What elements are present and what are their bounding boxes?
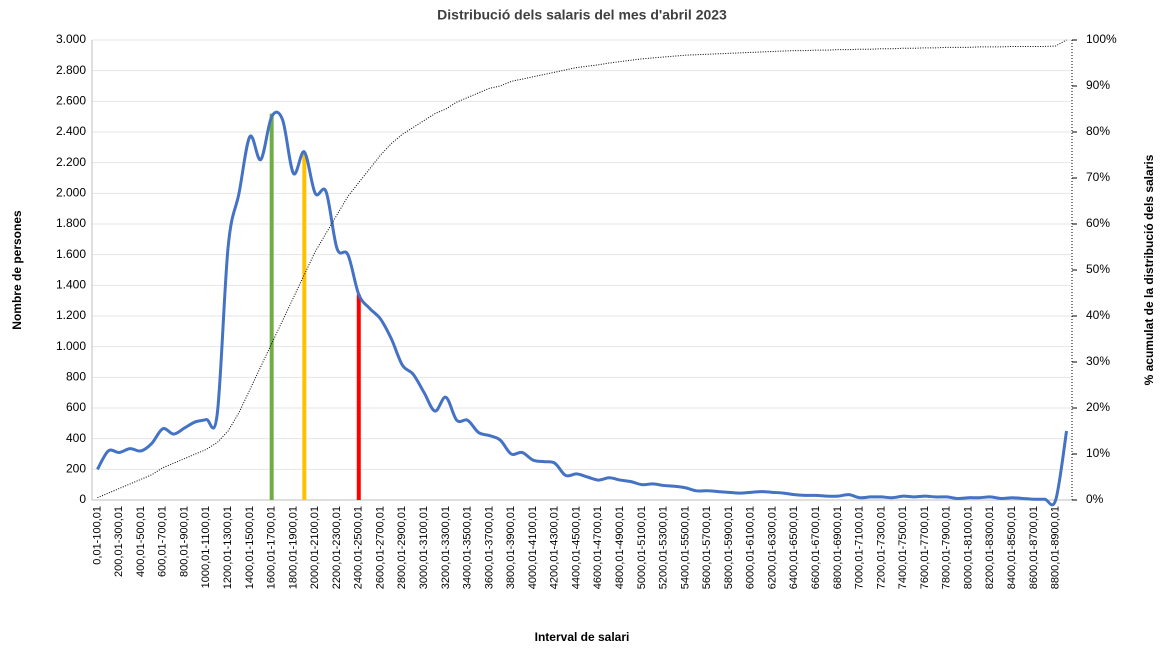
y2-tick-label: 40% bbox=[1086, 308, 1110, 322]
x-tick-label: 3400,01-3500,01 bbox=[462, 506, 474, 589]
x-tick-label: 8800,01-8900,01 bbox=[1050, 506, 1062, 589]
y2-tick-label: 0% bbox=[1086, 492, 1104, 506]
x-tick-label: 400,01-500,01 bbox=[135, 506, 147, 577]
x-tick-label: 7800,01-7900,01 bbox=[941, 506, 953, 589]
x-tick-label: 1000,01-1100,01 bbox=[200, 506, 212, 588]
y2-tick-label: 50% bbox=[1086, 262, 1110, 276]
marker-bar bbox=[302, 151, 307, 500]
x-tick-label: 6600,01-6700,01 bbox=[810, 506, 822, 589]
x-tick-label: 4800,01-4900,01 bbox=[614, 506, 626, 589]
x-tick-label: 1600,01-1700,01 bbox=[266, 506, 278, 589]
x-tick-label: 0,01-100,01 bbox=[91, 506, 103, 565]
y2-tick-label: 100% bbox=[1086, 32, 1117, 46]
y-tick-label: 2.000 bbox=[56, 186, 86, 200]
y-axis-title: Nombre de persones bbox=[10, 210, 24, 330]
x-tick-label: 7200,01-7300,01 bbox=[875, 506, 887, 589]
y-tick-label: 600 bbox=[66, 400, 86, 414]
x-tick-label: 4600,01-4700,01 bbox=[592, 506, 604, 589]
x-tick-label: 1200,01-1300,01 bbox=[222, 506, 234, 589]
y-tick-label: 2.600 bbox=[56, 94, 86, 108]
y2-tick-label: 80% bbox=[1086, 124, 1110, 138]
x-tick-label: 7600,01-7700,01 bbox=[919, 506, 931, 589]
marker-bar bbox=[269, 113, 274, 500]
y2-tick-label: 10% bbox=[1086, 446, 1110, 460]
x-tick-label: 3600,01-3700,01 bbox=[483, 506, 495, 589]
x-tick-label: 7000,01-7100,01 bbox=[854, 506, 866, 589]
x-tick-label: 7400,01-7500,01 bbox=[897, 506, 909, 589]
y-tick-label: 2.200 bbox=[56, 155, 86, 169]
x-axis-title: Interval de salari bbox=[535, 630, 630, 644]
x-tick-label: 6200,01-6300,01 bbox=[766, 506, 778, 589]
cumulative-line bbox=[97, 39, 1067, 499]
x-tick-label: 5000,01-5100,01 bbox=[636, 506, 648, 589]
x-tick-label: 2200,01-2300,01 bbox=[331, 506, 343, 589]
y-tick-label: 3.000 bbox=[56, 32, 86, 46]
x-tick-label: 3800,01-3900,01 bbox=[505, 506, 517, 589]
y-tick-label: 1.600 bbox=[56, 247, 86, 261]
y2-tick-label: 20% bbox=[1086, 400, 1110, 414]
x-tick-label: 200,01-300,01 bbox=[113, 506, 125, 577]
x-tick-label: 8600,01-8700,01 bbox=[1028, 506, 1040, 589]
y-tick-label: 1.200 bbox=[56, 308, 86, 322]
y2-tick-label: 70% bbox=[1086, 170, 1110, 184]
x-tick-label: 2000,01-2100,01 bbox=[309, 506, 321, 589]
x-tick-label: 1800,01-1900,01 bbox=[287, 506, 299, 589]
y-tick-label: 2.400 bbox=[56, 124, 86, 138]
y2-tick-label: 30% bbox=[1086, 354, 1110, 368]
x-tick-label: 8200,01-8300,01 bbox=[984, 506, 996, 589]
y2-tick-label: 90% bbox=[1086, 78, 1110, 92]
x-tick-label: 4000,01-4100,01 bbox=[527, 506, 539, 589]
y-tick-label: 2.800 bbox=[56, 63, 86, 77]
y-tick-label: 0 bbox=[79, 492, 86, 506]
x-tick-label: 8000,01-8100,01 bbox=[962, 506, 974, 589]
x-tick-label: 6000,01-6100,01 bbox=[745, 506, 757, 589]
x-tick-label: 8400,01-8500,01 bbox=[1006, 506, 1018, 589]
x-tick-label: 2800,01-2900,01 bbox=[396, 506, 408, 589]
y-tick-label: 1.000 bbox=[56, 339, 86, 353]
x-tick-label: 4200,01-4300,01 bbox=[549, 506, 561, 589]
x-tick-label: 3200,01-3300,01 bbox=[440, 506, 452, 589]
x-tick-label: 6800,01-6900,01 bbox=[832, 506, 844, 589]
y2-axis-title: % acumulat de la distribució dels salari… bbox=[1142, 154, 1156, 385]
x-tick-label: 3000,01-3100,01 bbox=[418, 506, 430, 589]
y-tick-label: 800 bbox=[66, 370, 86, 384]
chart-title: Distribució dels salaris del mes d'abril… bbox=[437, 7, 727, 23]
line-series bbox=[96, 110, 1069, 507]
x-tick-label: 800,01-900,01 bbox=[178, 506, 190, 577]
y-tick-label: 1.800 bbox=[56, 216, 86, 230]
x-tick-label: 5600,01-5700,01 bbox=[701, 506, 713, 589]
x-tick-label: 2400,01-2500,01 bbox=[353, 506, 365, 589]
x-tick-label: 5200,01-5300,01 bbox=[658, 506, 670, 589]
x-tick-label: 6400,01-6500,01 bbox=[788, 506, 800, 589]
y-tick-label: 1.400 bbox=[56, 278, 86, 292]
x-tick-label: 4400,01-4500,01 bbox=[570, 506, 582, 589]
x-tick-label: 5400,01-5500,01 bbox=[679, 506, 691, 589]
marker-bar bbox=[356, 294, 361, 500]
x-tick-label: 5800,01-5900,01 bbox=[723, 506, 735, 589]
x-tick-label: 2600,01-2700,01 bbox=[374, 506, 386, 589]
y2-tick-label: 60% bbox=[1086, 216, 1110, 230]
y-tick-label: 200 bbox=[66, 462, 86, 476]
x-tick-label: 1400,01-1500,01 bbox=[244, 506, 256, 589]
x-tick-label: 600,01-700,01 bbox=[157, 506, 169, 577]
y-tick-label: 400 bbox=[66, 431, 86, 445]
